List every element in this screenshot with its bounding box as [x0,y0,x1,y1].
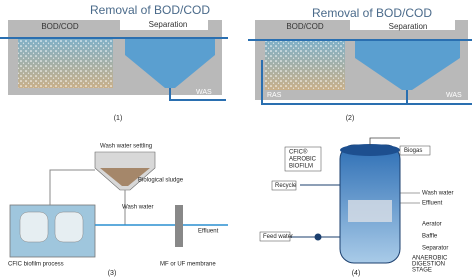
box [271,180,297,191]
sludge-label: Biological sludge [138,178,184,184]
reactor-top [340,144,400,156]
caption: (4) [352,270,361,277]
separator-label: Separator [422,246,448,252]
panel-3: Wash water settling Biological sludge Wa… [8,144,228,277]
was-line [169,88,226,101]
label-line: CFIC® [289,149,308,156]
label-line: BIOFILM [289,164,313,170]
pump [314,233,322,241]
clarifier [125,38,215,88]
zone-label: BOD/COD [41,22,79,31]
zone-label: BOD/COD [286,22,324,31]
label-line: ANAEROBIC [412,256,448,262]
panel-1: Removal of BOD/COD BOD/COD Separation WA… [0,3,228,122]
label-line: DIGESTION [412,262,445,268]
process-label: CFIC biofilm process [8,262,64,268]
feed-label: Feed water [263,234,293,240]
media [54,211,84,243]
box [284,146,322,172]
baffle-label: Baffle [422,234,438,240]
aerobic-label: CFIC® AEROBIC BIOFILM [284,146,322,172]
was-label: WAS [196,89,212,96]
ras-line [261,60,472,105]
panel-2: Removal of BOD/COD BOD/COD Separation RA… [248,6,472,122]
separator [348,200,392,222]
recycle-label: Recycle [275,183,297,189]
aerator-label: Aerator [422,222,442,228]
caption: (1) [114,115,123,122]
settling-label: Wash water settling [100,144,152,150]
bubbles [265,40,345,90]
bubbles [18,38,113,88]
box [259,231,291,242]
media [19,211,49,243]
caption: (3) [108,270,117,277]
box [399,145,431,156]
pipe [262,184,340,238]
biogas-label: Biogas [404,148,422,154]
label-line: STAGE [412,268,432,274]
effluent-label: Effluent [198,229,219,235]
effluent-label: Effluent [422,201,443,207]
pipe [369,137,400,145]
was-label: WAS [446,92,462,99]
caption: (2) [346,115,355,122]
title: Removal of BOD/COD [90,3,210,17]
panel-4: Biogas CFIC® AEROBIC BIOFILM Recycle Was… [259,137,453,277]
ras-label: RAS [267,92,282,99]
title: Removal of BOD/COD [312,6,432,20]
clarifier [355,40,460,90]
label-line: AEROBIC [289,157,317,163]
sludge [100,168,150,186]
membrane-label: MF or UF membrane [160,262,216,268]
zone-label: Separation [149,20,188,29]
membrane [175,205,183,247]
zone-label: Separation [389,22,428,31]
wash-label: Wash water [422,191,453,197]
wash-label: Wash water [122,205,153,211]
